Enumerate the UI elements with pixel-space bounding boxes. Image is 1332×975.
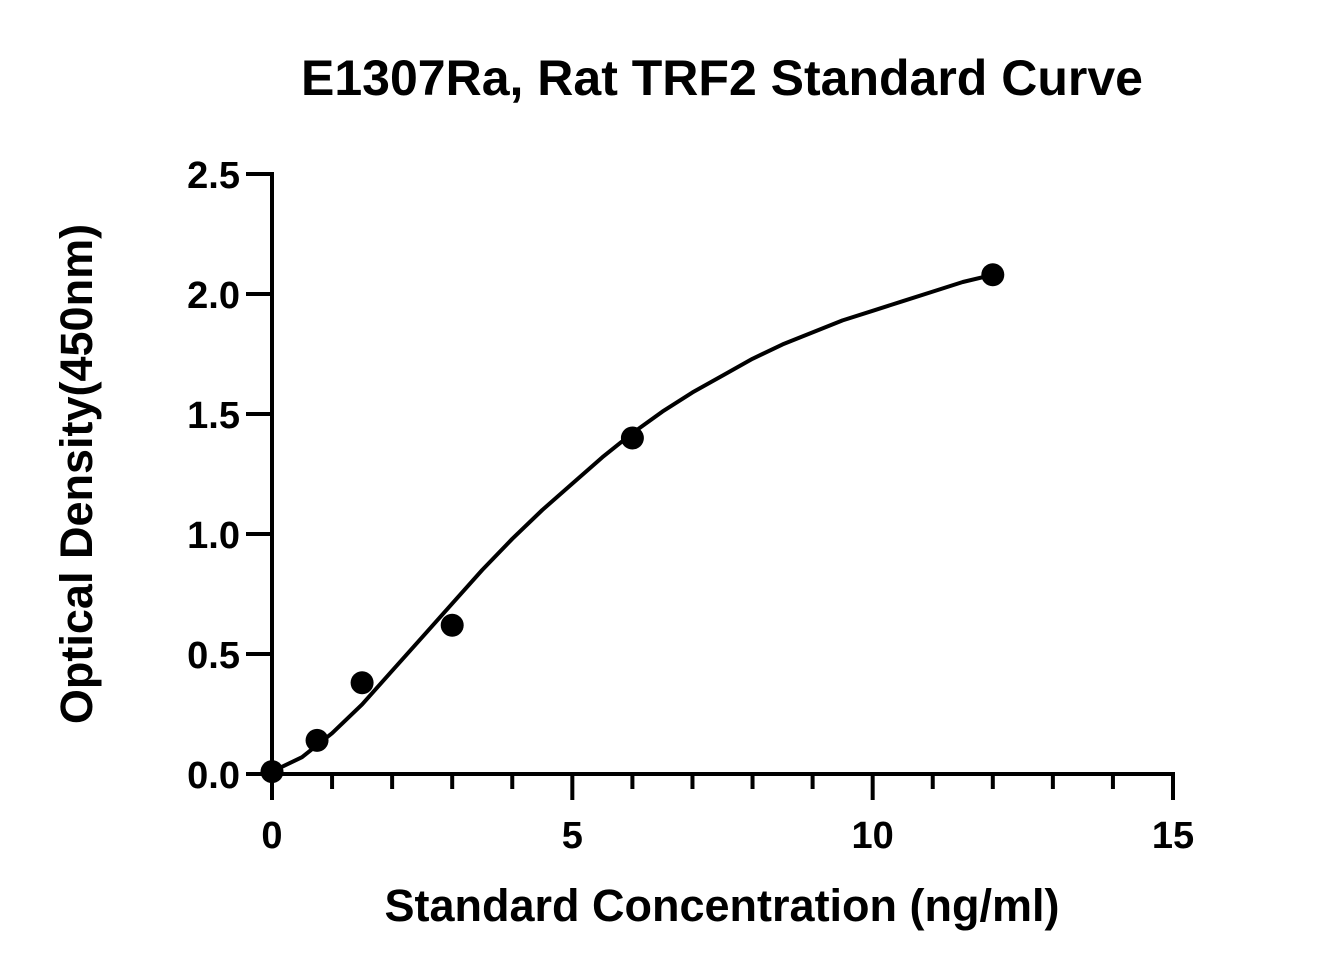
x-tick-label: 0 — [261, 815, 282, 857]
data-point — [620, 426, 644, 450]
y-tick-label: 2.0 — [187, 275, 240, 317]
y-tick-label: 0.0 — [187, 755, 240, 797]
data-point — [981, 263, 1005, 287]
y-tick-label: 2.5 — [187, 155, 240, 197]
y-tick-label: 1.5 — [187, 395, 240, 437]
x-tick-label: 5 — [562, 815, 583, 857]
data-point — [260, 760, 284, 784]
x-tick-label: 15 — [1152, 815, 1194, 857]
x-axis: 0 5 10 15 — [261, 772, 1194, 857]
data-point — [440, 613, 464, 637]
x-axis-label: Standard Concentration (ng/ml) — [385, 880, 1060, 931]
chart-title: E1307Ra, Rat TRF2 Standard Curve — [301, 50, 1143, 106]
y-tick-label: 1.0 — [187, 515, 240, 557]
data-point — [305, 728, 329, 752]
x-tick-label: 10 — [852, 815, 894, 857]
data-points-layer — [260, 263, 1005, 784]
y-axis-label: Optical Density(450nm) — [51, 224, 102, 724]
y-axis: 0.0 0.5 1.0 1.5 2.0 2.5 — [187, 155, 274, 797]
y-tick-label: 0.5 — [187, 635, 240, 677]
data-point — [350, 671, 374, 695]
